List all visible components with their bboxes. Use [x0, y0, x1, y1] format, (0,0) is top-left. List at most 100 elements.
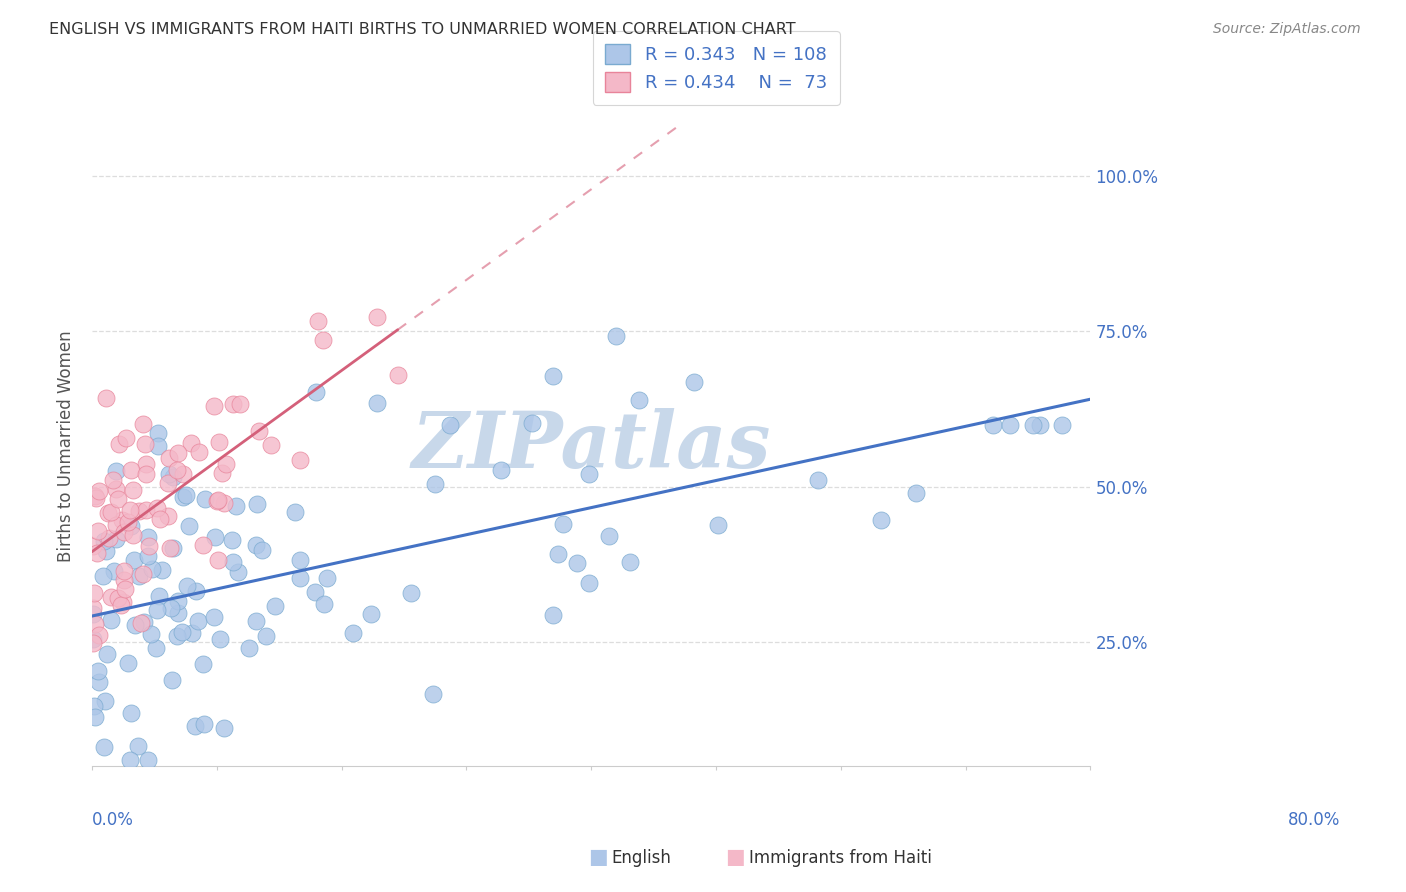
Point: [103, 564, 125, 578]
Point: [146, 425, 169, 440]
Point: [245, 614, 267, 628]
Point: [221, 556, 243, 570]
Point: [149, 512, 172, 526]
Point: [141, 562, 163, 576]
Point: [98, 531, 121, 545]
Point: [207, 553, 229, 567]
Point: [229, 397, 252, 411]
Point: [157, 450, 180, 465]
Point: [107, 492, 129, 507]
Point: [998, 417, 1021, 432]
Point: [520, 416, 543, 430]
Point: [124, 617, 146, 632]
Point: [193, 538, 215, 552]
Point: [541, 608, 564, 623]
Point: [307, 313, 329, 327]
Text: Immigrants from Haiti: Immigrants from Haiti: [749, 849, 932, 867]
Point: [245, 537, 267, 551]
Point: [184, 719, 207, 733]
Point: [93, 740, 115, 755]
Point: [104, 517, 127, 532]
Point: [225, 499, 247, 513]
Point: [156, 508, 179, 523]
Point: [215, 457, 238, 471]
Point: [366, 395, 388, 409]
Point: [146, 501, 169, 516]
Point: [181, 625, 204, 640]
Point: [489, 463, 512, 477]
Point: [132, 566, 155, 581]
Point: [290, 452, 312, 467]
Point: [107, 591, 129, 606]
Text: ■: ■: [725, 847, 745, 867]
Point: [260, 437, 283, 451]
Point: [82, 632, 104, 646]
Point: [167, 445, 190, 459]
Point: [172, 490, 194, 504]
Point: [132, 417, 155, 431]
Point: [115, 431, 138, 445]
Point: [97, 506, 120, 520]
Point: [84, 491, 107, 506]
Point: [342, 626, 364, 640]
Point: [120, 463, 142, 477]
Point: [135, 457, 157, 471]
Point: [159, 601, 181, 615]
Point: [870, 513, 893, 527]
Point: [157, 476, 180, 491]
Point: [221, 397, 243, 411]
Point: [128, 568, 150, 582]
Point: [105, 532, 128, 546]
Point: [1029, 417, 1052, 432]
Point: [100, 505, 122, 519]
Point: [401, 585, 423, 599]
Point: [578, 467, 600, 481]
Point: [807, 473, 830, 487]
Point: [207, 493, 229, 508]
Point: [83, 586, 105, 600]
Point: [134, 615, 156, 629]
Point: [138, 539, 160, 553]
Point: [221, 533, 243, 547]
Point: [139, 627, 162, 641]
Point: [87, 664, 110, 678]
Point: [82, 539, 104, 553]
Point: [172, 467, 194, 481]
Point: [204, 610, 226, 624]
Point: [162, 470, 184, 484]
Point: [547, 547, 569, 561]
Point: [136, 549, 159, 563]
Point: [212, 495, 235, 509]
Point: [187, 614, 209, 628]
Point: [1052, 417, 1074, 432]
Point: [122, 483, 145, 498]
Point: [706, 518, 728, 533]
Point: [366, 310, 388, 324]
Point: [150, 563, 173, 577]
Point: [111, 513, 134, 527]
Point: [162, 541, 184, 555]
Point: [112, 524, 135, 539]
Point: [191, 657, 214, 672]
Point: [627, 392, 650, 407]
Point: [120, 753, 142, 767]
Point: [252, 542, 274, 557]
Point: [110, 598, 132, 612]
Point: [439, 417, 461, 432]
Point: [247, 424, 270, 438]
Point: [84, 710, 107, 724]
Y-axis label: Births to Unmarried Women: Births to Unmarried Women: [58, 331, 75, 562]
Point: [117, 656, 139, 670]
Point: [316, 571, 339, 585]
Point: [166, 594, 188, 608]
Point: [981, 417, 1004, 432]
Point: [541, 368, 564, 383]
Point: [138, 530, 160, 544]
Point: [423, 477, 446, 491]
Point: [118, 502, 141, 516]
Point: [96, 647, 118, 661]
Point: [114, 582, 136, 596]
Point: [104, 464, 127, 478]
Legend: R = 0.343   N = 108, R = 0.434    N =  73: R = 0.343 N = 108, R = 0.434 N = 73: [592, 31, 839, 104]
Point: [193, 717, 215, 731]
